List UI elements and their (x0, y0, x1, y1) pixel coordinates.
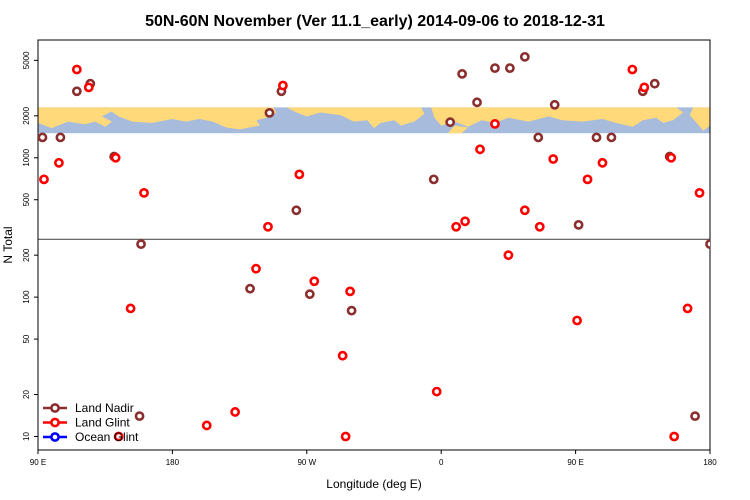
land-glint-point (534, 221, 545, 232)
land-nadir-point (71, 86, 82, 97)
x-axis-label: Longitude (deg E) (326, 477, 421, 491)
x-tick-label: 90 E (30, 458, 46, 467)
land-glint-point (125, 303, 136, 314)
y-tick-label: 50 (22, 334, 31, 343)
land-glint-point (263, 221, 273, 232)
land-glint-point (294, 169, 305, 180)
land-glint-point (582, 174, 593, 185)
y-tick-label: 100 (22, 290, 31, 304)
y-axis: 10 20 50 100 200 500 1000 2000 5000 (22, 51, 38, 441)
land-nadir-point (304, 289, 315, 300)
legend-marker-ocean-glint (50, 432, 60, 442)
land-glint-point (572, 315, 582, 326)
x-axis: 90 E 180 90 W 0 90 E 180 (30, 450, 717, 467)
map-land-1 (105, 107, 277, 130)
x-tick-label: 90 E (567, 458, 583, 467)
map-land-2 (286, 107, 425, 129)
land-nadir-point (445, 117, 456, 128)
x-tick-label: 90 W (297, 458, 316, 467)
land-nadir-point (346, 305, 357, 316)
map-land-0 (38, 107, 112, 129)
land-nadir-point (519, 51, 530, 62)
y-tick-label: 5000 (22, 51, 31, 69)
y-tick-label: 200 (22, 248, 31, 262)
land-nadir-point (705, 239, 710, 250)
land-nadir-point (549, 99, 560, 110)
y-tick-label: 10 (22, 431, 31, 440)
land-glint-point (54, 157, 64, 168)
land-nadir-point (245, 283, 255, 294)
legend-label-ocean-glint: Ocean Glint (75, 430, 139, 444)
land-nadir-point (490, 63, 500, 74)
map-land-5 (689, 107, 710, 131)
x-tick-label: 0 (439, 458, 444, 467)
y-tick-label: 20 (22, 390, 31, 399)
land-nadir-point (457, 68, 468, 79)
land-nadir-point (472, 97, 482, 108)
map-strip (38, 107, 710, 134)
y-tick-label: 500 (22, 193, 31, 207)
land-glint-point (460, 216, 470, 227)
map-land-4 (447, 125, 469, 134)
land-glint-point (39, 174, 49, 185)
land-glint-point (251, 263, 261, 274)
land-glint-point (431, 386, 442, 397)
land-glint-point (503, 250, 514, 261)
legend-marker-land-glint (50, 417, 60, 428)
land-nadir-point (38, 132, 48, 143)
land-glint-point (83, 82, 94, 93)
land-glint-point (694, 187, 705, 198)
land-glint-point (597, 157, 608, 168)
land-glint-point (345, 286, 356, 297)
land-glint-point (451, 221, 462, 232)
land-glint-point (340, 431, 351, 442)
x-tick-label: 180 (703, 458, 717, 467)
land-glint-point (669, 431, 680, 442)
land-glint-point (309, 276, 320, 287)
land-nadir-point (428, 174, 439, 185)
x-tick-label: 180 (166, 458, 180, 467)
land-glint-point (475, 144, 485, 155)
land-glint-point (278, 80, 288, 91)
land-glint-point (627, 64, 638, 75)
land-glint-point (139, 187, 149, 198)
land-glint-point (71, 64, 82, 75)
y-tick-label: 1000 (22, 148, 31, 166)
legend-marker-land-nadir (50, 403, 60, 413)
land-nadir-point (606, 132, 617, 143)
land-nadir-point (264, 107, 275, 118)
y-tick-label: 2000 (22, 106, 31, 124)
chart-title: 50N-60N November (Ver 11.1_early) 2014-0… (145, 13, 605, 30)
land-nadir-point (134, 411, 145, 422)
land-nadir-point (504, 63, 515, 74)
legend-label-land-nadir: Land Nadir (75, 401, 134, 415)
land-glint-point (201, 420, 212, 431)
land-glint-point (682, 303, 693, 314)
land-glint-point (639, 82, 650, 93)
land-glint-point (110, 152, 121, 163)
land-glint-point (230, 407, 241, 417)
land-glint-point (337, 350, 348, 361)
land-nadir-point (649, 78, 660, 89)
land-glint-point (113, 431, 124, 442)
y-axis-label: N Total (1, 226, 15, 263)
land-nadir-point (533, 132, 544, 143)
land-nadir-point (591, 132, 602, 143)
land-nadir-point (690, 411, 700, 422)
land-glint-point (519, 205, 530, 216)
land-glint-point (548, 154, 559, 164)
land-nadir-point (573, 219, 584, 230)
land-glint-point (490, 119, 500, 129)
land-nadir-point (55, 132, 66, 143)
legend-label-land-glint: Land Glint (75, 416, 130, 430)
land-nadir-point (291, 205, 302, 216)
data-points (38, 51, 710, 442)
land-glint-point (666, 152, 677, 163)
land-nadir-point (136, 239, 146, 250)
